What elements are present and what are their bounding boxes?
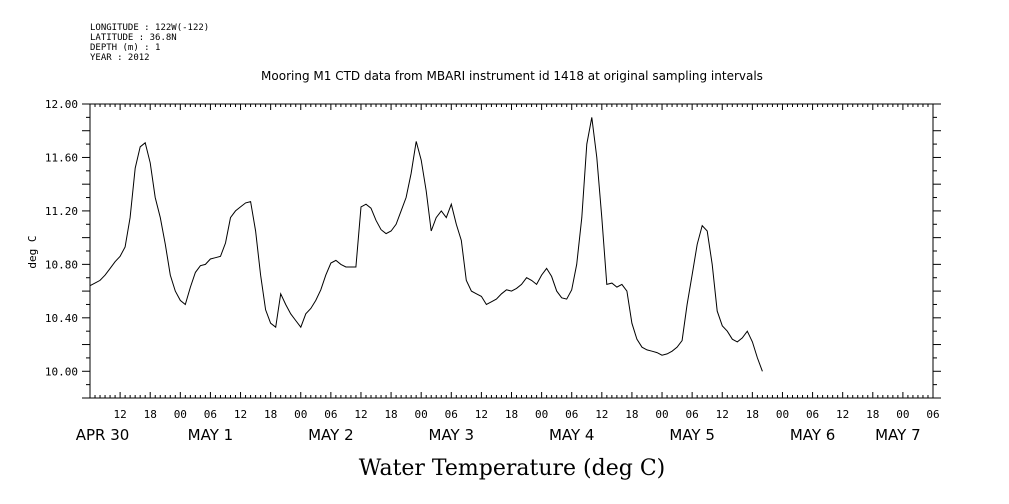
x-hour-label: 12 xyxy=(234,408,247,421)
meta-longitude: LONGITUDE : 122W(-122) xyxy=(90,23,209,33)
plot-frame xyxy=(89,103,934,399)
x-hour-label: 18 xyxy=(625,408,638,421)
x-hour-label: 06 xyxy=(565,408,578,421)
x-day-label: MAY 1 xyxy=(188,426,234,444)
meta-year: YEAR : 2012 xyxy=(90,53,150,63)
x-axis-hour-labels: 12 18 00 06 12 18 00 06 12 18 00 06 12 18 00 06 12 18 00 06… xyxy=(113,408,939,421)
x-hour-label: 12 xyxy=(354,408,367,421)
x-hour-label: 00 xyxy=(415,408,428,421)
water-temperature-line xyxy=(89,117,763,372)
x-day-label: MAY 3 xyxy=(429,426,475,444)
x-hour-label: 00 xyxy=(776,408,789,421)
axis-ticks xyxy=(82,103,941,399)
y-axis-label: deg C xyxy=(26,235,39,268)
x-axis-label: Water Temperature (deg C) xyxy=(359,456,666,481)
chart-title: Mooring M1 CTD data from MBARI instrumen… xyxy=(261,69,763,83)
x-hour-label: 06 xyxy=(806,408,819,421)
y-axis-tick-labels: 10.00 10.40 10.80 11.20 11.60 12.00 xyxy=(45,98,78,378)
x-hour-label: 12 xyxy=(113,408,126,421)
x-hour-label: 00 xyxy=(655,408,668,421)
y-tick-label: 10.00 xyxy=(45,365,78,378)
metadata-block: LONGITUDE : 122W(-122) LATITUDE : 36.8N … xyxy=(90,23,209,63)
x-hour-label: 12 xyxy=(475,408,488,421)
y-tick-label: 10.80 xyxy=(45,258,78,271)
x-axis-day-labels: APR 30 MAY 1 MAY 2 MAY 3 MAY 4 MAY 5 MAY 6 MAY … xyxy=(76,426,921,444)
y-tick-label: 12.00 xyxy=(45,98,78,111)
x-hour-label: 06 xyxy=(686,408,699,421)
x-day-label: MAY 6 xyxy=(790,426,836,444)
x-hour-label: 00 xyxy=(896,408,909,421)
x-hour-label: 00 xyxy=(174,408,187,421)
y-tick-label: 11.20 xyxy=(45,205,78,218)
x-hour-label: 06 xyxy=(204,408,217,421)
meta-depth: DEPTH (m) : 1 xyxy=(90,43,160,53)
y-tick-label: 11.60 xyxy=(45,151,78,164)
x-hour-label: 18 xyxy=(746,408,759,421)
x-hour-label: 12 xyxy=(836,408,849,421)
x-hour-label: 18 xyxy=(505,408,518,421)
y-tick-label: 10.40 xyxy=(45,312,78,325)
x-day-label: MAY 2 xyxy=(308,426,354,444)
x-hour-label: 18 xyxy=(144,408,157,421)
x-hour-label: 18 xyxy=(264,408,277,421)
x-hour-label: 06 xyxy=(445,408,458,421)
x-day-label: MAY 5 xyxy=(669,426,715,444)
x-hour-label: 00 xyxy=(294,408,307,421)
x-hour-label: 18 xyxy=(384,408,397,421)
x-day-label: MAY 7 xyxy=(875,426,921,444)
x-day-label: MAY 4 xyxy=(549,426,595,444)
x-hour-label: 12 xyxy=(595,408,608,421)
x-hour-label: 06 xyxy=(926,408,939,421)
meta-latitude: LATITUDE : 36.8N xyxy=(90,33,177,43)
x-day-label: APR 30 xyxy=(76,426,130,444)
x-hour-label: 06 xyxy=(324,408,337,421)
x-hour-label: 12 xyxy=(716,408,729,421)
x-hour-label: 00 xyxy=(535,408,548,421)
x-hour-label: 18 xyxy=(866,408,879,421)
